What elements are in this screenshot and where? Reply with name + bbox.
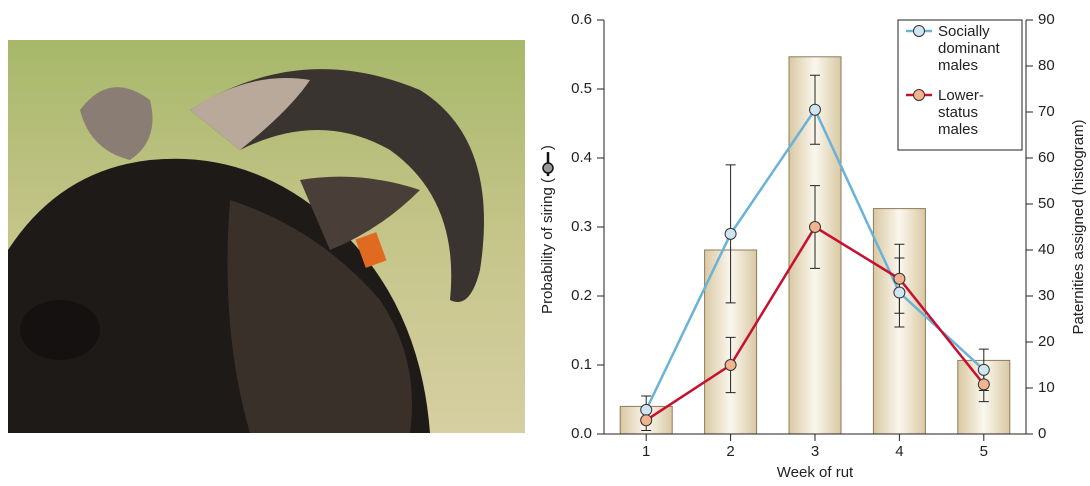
data-point: [977, 378, 990, 391]
legend-box: [897, 19, 1023, 151]
x-tick-label: 1: [642, 443, 650, 460]
legend-marker: [913, 25, 925, 37]
y2-tick-label: 70: [1038, 103, 1055, 120]
y-axis-label-group: Probability of siring (): [539, 145, 556, 314]
legend-label: Socially dominant males: [938, 23, 1000, 74]
data-point: [893, 286, 906, 299]
x-axis-label: Week of rut: [777, 464, 854, 481]
y-tick-label: 0.6: [571, 11, 592, 28]
legend-marker: [913, 89, 925, 101]
x-tick-label: 5: [980, 443, 988, 460]
y-tick-label: 0.5: [571, 80, 592, 97]
data-point: [724, 359, 737, 371]
data-point: [893, 272, 906, 285]
y2-tick-label: 50: [1038, 195, 1055, 212]
y2-tick-label: 80: [1038, 57, 1055, 74]
data-point: [640, 403, 653, 416]
photo: [8, 40, 525, 433]
y2-tick-label: 20: [1038, 333, 1055, 350]
data-point: [977, 363, 990, 376]
y2-tick-label: 90: [1038, 11, 1055, 28]
y-tick-label: 0.3: [571, 218, 592, 235]
x-tick-label: 3: [811, 443, 819, 460]
y2-tick-label: 30: [1038, 287, 1055, 304]
y-axis-label: ): [539, 145, 556, 150]
x-tick-label: 4: [895, 443, 903, 460]
data-point: [640, 414, 653, 427]
y2-tick-label: 10: [1038, 379, 1055, 396]
y2-tick-label: 40: [1038, 241, 1055, 258]
y-tick-label: 0.1: [571, 356, 592, 373]
y-tick-label: 0.2: [571, 287, 592, 304]
y-tick-label: 0.4: [571, 149, 592, 166]
y-tick-label: 0.0: [571, 425, 592, 442]
x-tick-label: 2: [726, 443, 734, 460]
y2-axis-label: Paternities assigned (histogram): [1070, 119, 1087, 334]
y2-tick-label: 0: [1038, 425, 1046, 442]
y-axis-label-symbol: [542, 162, 554, 174]
y2-tick-label: 60: [1038, 149, 1055, 166]
data-point: [809, 103, 821, 116]
y-axis-label: Probability of siring (: [539, 178, 556, 314]
data-point: [809, 221, 821, 233]
data-point: [724, 227, 737, 240]
legend-label: Lower-status males: [938, 87, 984, 138]
